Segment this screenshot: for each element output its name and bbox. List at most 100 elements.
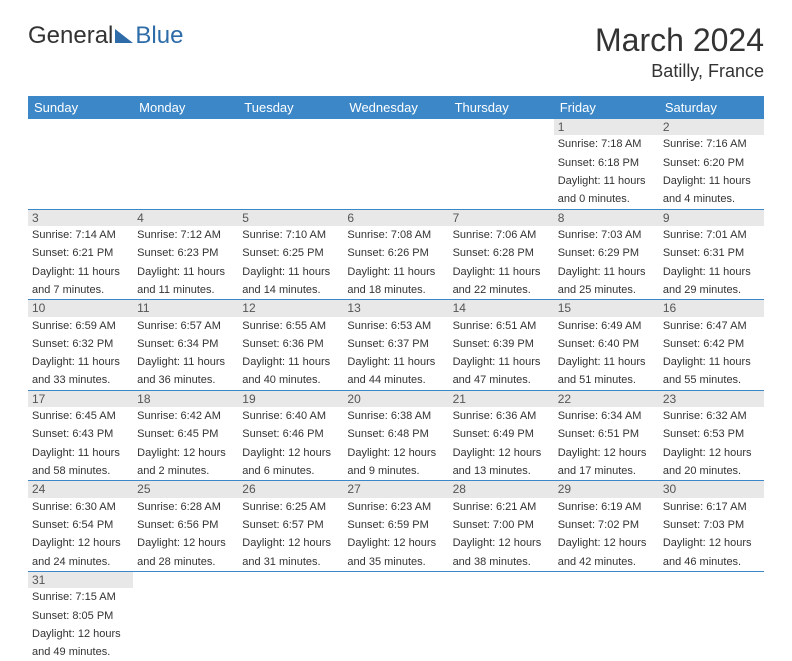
day-number: 14 — [449, 300, 554, 316]
calendar-body: 1Sunrise: 7:18 AMSunset: 6:18 PMDaylight… — [28, 119, 764, 661]
logo-word1: General — [28, 22, 113, 50]
day-info-line: Daylight: 11 hours — [554, 263, 659, 281]
calendar-cell: 11Sunrise: 6:57 AMSunset: 6:34 PMDayligh… — [133, 300, 238, 391]
calendar-cell: 23Sunrise: 6:32 AMSunset: 6:53 PMDayligh… — [659, 390, 764, 481]
day-info-line: Sunrise: 7:01 AM — [659, 226, 764, 244]
day-info-line: Sunrise: 7:03 AM — [554, 226, 659, 244]
day-info-line: Daylight: 12 hours — [449, 534, 554, 552]
calendar-cell: 9Sunrise: 7:01 AMSunset: 6:31 PMDaylight… — [659, 209, 764, 300]
day-info-line: Sunrise: 7:16 AM — [659, 135, 764, 153]
day-info-line: Sunset: 6:28 PM — [449, 244, 554, 262]
day-info-line: and 7 minutes. — [28, 281, 133, 299]
day-info-line: and 58 minutes. — [28, 462, 133, 480]
calendar-cell — [343, 119, 448, 209]
day-info-line: Sunset: 6:43 PM — [28, 425, 133, 443]
day-info-line: Sunrise: 6:53 AM — [343, 317, 448, 335]
calendar-cell: 10Sunrise: 6:59 AMSunset: 6:32 PMDayligh… — [28, 300, 133, 391]
calendar-week: 31Sunrise: 7:15 AMSunset: 8:05 PMDayligh… — [28, 571, 764, 661]
calendar-cell: 3Sunrise: 7:14 AMSunset: 6:21 PMDaylight… — [28, 209, 133, 300]
day-info-line: Sunrise: 6:30 AM — [28, 498, 133, 516]
day-info-line: and 24 minutes. — [28, 553, 133, 571]
calendar-cell: 22Sunrise: 6:34 AMSunset: 6:51 PMDayligh… — [554, 390, 659, 481]
day-info-line: and 46 minutes. — [659, 553, 764, 571]
calendar-cell: 1Sunrise: 7:18 AMSunset: 6:18 PMDaylight… — [554, 119, 659, 209]
day-number: 24 — [28, 481, 133, 497]
day-number: 20 — [343, 391, 448, 407]
day-info-line: and 29 minutes. — [659, 281, 764, 299]
day-info-line: Sunrise: 6:28 AM — [133, 498, 238, 516]
day-info-line: Sunset: 6:56 PM — [133, 516, 238, 534]
day-info-line: Sunset: 6:20 PM — [659, 154, 764, 172]
day-info-line: Sunrise: 7:06 AM — [449, 226, 554, 244]
calendar-cell — [343, 571, 448, 661]
day-number: 22 — [554, 391, 659, 407]
day-info-line: Sunset: 6:18 PM — [554, 154, 659, 172]
title-block: March 2024 Batilly, France — [595, 22, 764, 82]
day-info-line: and 0 minutes. — [554, 190, 659, 208]
day-number: 23 — [659, 391, 764, 407]
calendar-cell: 17Sunrise: 6:45 AMSunset: 6:43 PMDayligh… — [28, 390, 133, 481]
day-number: 13 — [343, 300, 448, 316]
day-info-line: Sunrise: 6:49 AM — [554, 317, 659, 335]
day-info-line: Sunset: 6:26 PM — [343, 244, 448, 262]
day-number: 2 — [659, 119, 764, 135]
weekday-header: Wednesday — [343, 96, 448, 119]
month-title: March 2024 — [595, 22, 764, 59]
calendar-cell: 8Sunrise: 7:03 AMSunset: 6:29 PMDaylight… — [554, 209, 659, 300]
calendar-cell: 14Sunrise: 6:51 AMSunset: 6:39 PMDayligh… — [449, 300, 554, 391]
day-info-line: Sunrise: 6:17 AM — [659, 498, 764, 516]
day-number: 21 — [449, 391, 554, 407]
day-info-line: Sunrise: 6:21 AM — [449, 498, 554, 516]
day-info-line: Daylight: 12 hours — [449, 444, 554, 462]
day-info-line: and 13 minutes. — [449, 462, 554, 480]
day-info-line: Sunset: 6:46 PM — [238, 425, 343, 443]
calendar-cell — [28, 119, 133, 209]
day-info-line: Sunset: 6:40 PM — [554, 335, 659, 353]
logo-flag-icon — [115, 29, 133, 43]
day-info-line: Sunrise: 6:23 AM — [343, 498, 448, 516]
day-info-line: Sunset: 6:36 PM — [238, 335, 343, 353]
day-number: 19 — [238, 391, 343, 407]
day-info-line: Sunset: 7:02 PM — [554, 516, 659, 534]
day-info-line: Sunset: 6:54 PM — [28, 516, 133, 534]
weekday-header: Tuesday — [238, 96, 343, 119]
day-info-line: Daylight: 12 hours — [133, 534, 238, 552]
day-info-line: and 40 minutes. — [238, 371, 343, 389]
calendar-week: 3Sunrise: 7:14 AMSunset: 6:21 PMDaylight… — [28, 209, 764, 300]
day-number: 28 — [449, 481, 554, 497]
day-info-line: Sunset: 6:23 PM — [133, 244, 238, 262]
day-number: 9 — [659, 210, 764, 226]
day-info-line: Sunrise: 7:14 AM — [28, 226, 133, 244]
day-number: 27 — [343, 481, 448, 497]
weekday-header: Friday — [554, 96, 659, 119]
day-info-line: Sunrise: 7:18 AM — [554, 135, 659, 153]
calendar-cell: 7Sunrise: 7:06 AMSunset: 6:28 PMDaylight… — [449, 209, 554, 300]
day-info-line: Sunset: 6:49 PM — [449, 425, 554, 443]
day-number: 31 — [28, 572, 133, 588]
day-info-line: Daylight: 12 hours — [659, 444, 764, 462]
calendar-table: SundayMondayTuesdayWednesdayThursdayFrid… — [28, 96, 764, 661]
day-number: 6 — [343, 210, 448, 226]
day-info-line: and 49 minutes. — [28, 643, 133, 661]
day-info-line: Daylight: 11 hours — [133, 263, 238, 281]
day-info-line: Daylight: 11 hours — [449, 263, 554, 281]
day-info-line: Sunset: 6:53 PM — [659, 425, 764, 443]
day-info-line: and 38 minutes. — [449, 553, 554, 571]
calendar-cell — [238, 571, 343, 661]
day-info-line: and 11 minutes. — [133, 281, 238, 299]
calendar-cell: 19Sunrise: 6:40 AMSunset: 6:46 PMDayligh… — [238, 390, 343, 481]
day-info-line: Daylight: 11 hours — [28, 263, 133, 281]
calendar-cell: 4Sunrise: 7:12 AMSunset: 6:23 PMDaylight… — [133, 209, 238, 300]
day-info-line: Daylight: 12 hours — [28, 625, 133, 643]
day-info-line: Sunrise: 7:08 AM — [343, 226, 448, 244]
calendar-cell — [554, 571, 659, 661]
calendar-cell — [238, 119, 343, 209]
weekday-header: Saturday — [659, 96, 764, 119]
day-info-line: Sunset: 8:05 PM — [28, 607, 133, 625]
calendar-cell: 30Sunrise: 6:17 AMSunset: 7:03 PMDayligh… — [659, 481, 764, 572]
day-number: 16 — [659, 300, 764, 316]
day-info-line: and 25 minutes. — [554, 281, 659, 299]
day-info-line: Sunrise: 7:12 AM — [133, 226, 238, 244]
day-info-line: Daylight: 12 hours — [238, 444, 343, 462]
day-info-line: Sunrise: 6:40 AM — [238, 407, 343, 425]
